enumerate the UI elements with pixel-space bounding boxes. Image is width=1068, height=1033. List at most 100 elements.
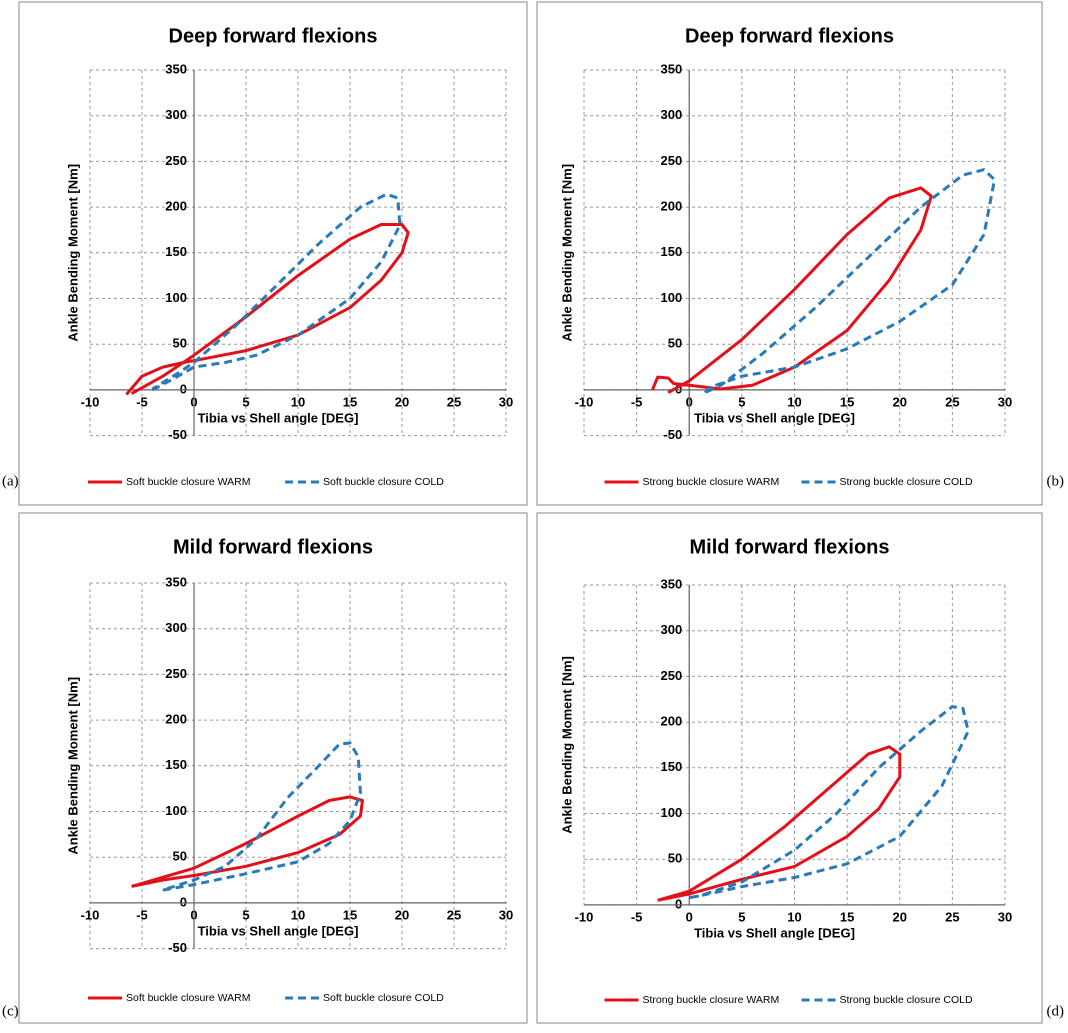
x-tick-label: 25 bbox=[447, 907, 461, 922]
y-tick-label: 100 bbox=[165, 290, 187, 305]
y-tick-label: 250 bbox=[165, 666, 187, 681]
y-tick-label: 200 bbox=[661, 714, 683, 729]
legend-label: Soft buckle closure COLD bbox=[323, 992, 444, 1004]
x-tick-label: -5 bbox=[136, 907, 148, 922]
panel-frame bbox=[536, 1, 1043, 506]
x-tick-label: 5 bbox=[242, 394, 249, 409]
x-tick-label: 15 bbox=[840, 909, 854, 924]
x-axis-title: Tibia vs Shell angle [DEG] bbox=[694, 410, 855, 425]
chart-title: Deep forward flexions bbox=[169, 25, 378, 47]
y-tick-label: 300 bbox=[165, 107, 187, 122]
y-axis-title: Ankle Bending Moment [Nm] bbox=[65, 677, 80, 855]
panel-label: (b) bbox=[1047, 473, 1065, 489]
chart-title: Deep forward flexions bbox=[685, 25, 894, 47]
y-tick-label: 250 bbox=[661, 668, 683, 683]
legend-label: Strong buckle closure COLD bbox=[840, 994, 973, 1006]
y-axis-title: Ankle Bending Moment [Nm] bbox=[65, 164, 80, 342]
y-tick-label: 200 bbox=[661, 199, 683, 214]
x-tick-label: 5 bbox=[738, 394, 745, 409]
x-tick-label: -10 bbox=[81, 394, 100, 409]
chart-title: Mild forward flexions bbox=[173, 536, 373, 558]
legend-label: Soft buckle closure WARM bbox=[126, 476, 250, 488]
chart-title: Mild forward flexions bbox=[689, 536, 889, 558]
y-tick-label: 150 bbox=[661, 244, 683, 259]
y-tick-label: 0 bbox=[675, 381, 682, 396]
y-tick-label: 150 bbox=[165, 244, 187, 259]
y-tick-label: 50 bbox=[668, 336, 682, 351]
x-tick-label: 25 bbox=[447, 394, 461, 409]
x-axis-title: Tibia vs Shell angle [DEG] bbox=[198, 410, 359, 425]
x-tick-label: -10 bbox=[81, 907, 100, 922]
x-tick-label: -5 bbox=[136, 394, 148, 409]
y-tick-label: -50 bbox=[168, 427, 187, 442]
x-tick-label: 15 bbox=[840, 394, 854, 409]
y-tick-label: 0 bbox=[675, 896, 682, 911]
x-tick-label: 10 bbox=[787, 909, 801, 924]
x-tick-label: 25 bbox=[945, 909, 959, 924]
legend-label: Strong buckle closure WARM bbox=[643, 994, 780, 1006]
y-tick-label: 0 bbox=[180, 381, 187, 396]
y-tick-label: 50 bbox=[668, 851, 682, 866]
series-line bbox=[151, 192, 402, 392]
legend-label: Soft buckle closure WARM bbox=[126, 992, 250, 1004]
x-axis-title: Tibia vs Shell angle [DEG] bbox=[694, 925, 855, 940]
legend-label: Strong buckle closure WARM bbox=[643, 476, 780, 488]
y-tick-label: -50 bbox=[168, 940, 187, 955]
x-axis-title: Tibia vs Shell angle [DEG] bbox=[198, 923, 359, 938]
y-axis-title: Ankle Bending Moment [Nm] bbox=[559, 656, 574, 834]
y-tick-label: 350 bbox=[661, 576, 683, 591]
x-tick-label: 15 bbox=[343, 907, 357, 922]
y-tick-label: 200 bbox=[165, 712, 187, 727]
y-tick-label: 300 bbox=[165, 620, 187, 635]
x-tick-label: 25 bbox=[945, 394, 959, 409]
x-tick-label: 15 bbox=[343, 394, 357, 409]
x-tick-label: 20 bbox=[893, 394, 907, 409]
y-tick-label: -50 bbox=[663, 427, 682, 442]
legend-label: Strong buckle closure COLD bbox=[840, 476, 973, 488]
legend-label: Soft buckle closure COLD bbox=[323, 476, 444, 488]
panel-frame bbox=[18, 1, 528, 506]
series-line bbox=[689, 705, 970, 900]
x-tick-label: -10 bbox=[575, 394, 594, 409]
x-tick-label: 30 bbox=[499, 907, 513, 922]
panel-label: (a) bbox=[2, 473, 19, 489]
y-tick-label: 200 bbox=[165, 199, 187, 214]
series-line bbox=[651, 186, 933, 394]
x-tick-label: 0 bbox=[686, 909, 693, 924]
y-axis-title: Ankle Bending Moment [Nm] bbox=[559, 164, 574, 342]
x-tick-label: 20 bbox=[893, 909, 907, 924]
y-tick-label: 150 bbox=[165, 757, 187, 772]
x-tick-label: 30 bbox=[998, 394, 1012, 409]
x-tick-label: 10 bbox=[291, 394, 305, 409]
x-tick-label: 30 bbox=[499, 394, 513, 409]
y-tick-label: 350 bbox=[165, 574, 187, 589]
panel-label: (d) bbox=[1047, 1003, 1065, 1019]
x-tick-label: -5 bbox=[631, 909, 643, 924]
series-line bbox=[131, 795, 364, 888]
y-tick-label: 350 bbox=[661, 61, 683, 76]
y-tick-label: 350 bbox=[165, 61, 187, 76]
x-tick-label: 5 bbox=[242, 907, 249, 922]
y-tick-label: 150 bbox=[661, 759, 683, 774]
x-tick-label: 20 bbox=[395, 394, 409, 409]
series-line bbox=[657, 745, 902, 902]
y-tick-label: 300 bbox=[661, 622, 683, 637]
x-tick-label: 30 bbox=[998, 909, 1012, 924]
y-tick-label: 50 bbox=[173, 849, 187, 864]
series-line bbox=[703, 168, 996, 394]
x-tick-label: -10 bbox=[575, 909, 594, 924]
panel-frame bbox=[536, 512, 1043, 1024]
x-tick-label: 10 bbox=[787, 394, 801, 409]
series-line bbox=[162, 741, 362, 892]
panel-frame bbox=[18, 512, 528, 1024]
y-tick-label: 300 bbox=[661, 107, 683, 122]
y-tick-label: 250 bbox=[165, 153, 187, 168]
y-tick-label: 100 bbox=[661, 805, 683, 820]
x-tick-label: 10 bbox=[291, 907, 305, 922]
y-tick-label: 100 bbox=[165, 803, 187, 818]
y-tick-label: 0 bbox=[180, 894, 187, 909]
y-tick-label: 100 bbox=[661, 290, 683, 305]
y-tick-label: 250 bbox=[661, 153, 683, 168]
x-tick-label: 5 bbox=[738, 909, 745, 924]
